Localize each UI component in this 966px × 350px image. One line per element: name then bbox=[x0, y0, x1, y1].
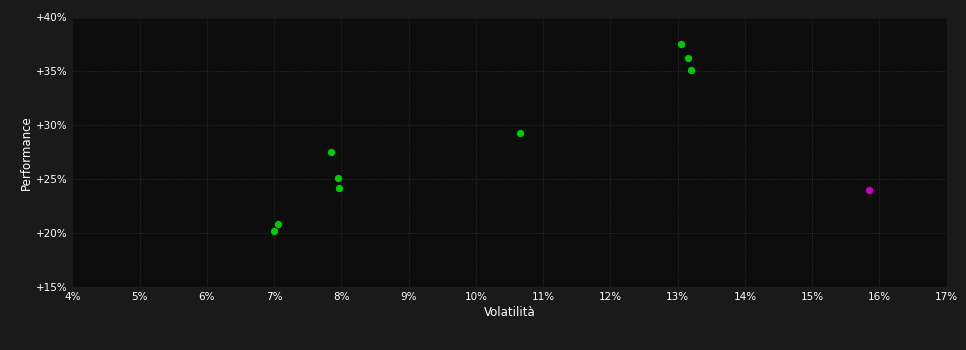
Point bbox=[270, 222, 285, 227]
Point bbox=[512, 130, 527, 136]
Point bbox=[673, 42, 689, 47]
X-axis label: Volatilità: Volatilità bbox=[484, 306, 535, 319]
Point bbox=[267, 228, 282, 234]
Point bbox=[683, 68, 698, 73]
Point bbox=[330, 175, 346, 181]
Point bbox=[680, 56, 696, 61]
Point bbox=[331, 185, 347, 191]
Point bbox=[862, 187, 877, 193]
Point bbox=[324, 149, 339, 155]
Y-axis label: Performance: Performance bbox=[20, 115, 33, 190]
